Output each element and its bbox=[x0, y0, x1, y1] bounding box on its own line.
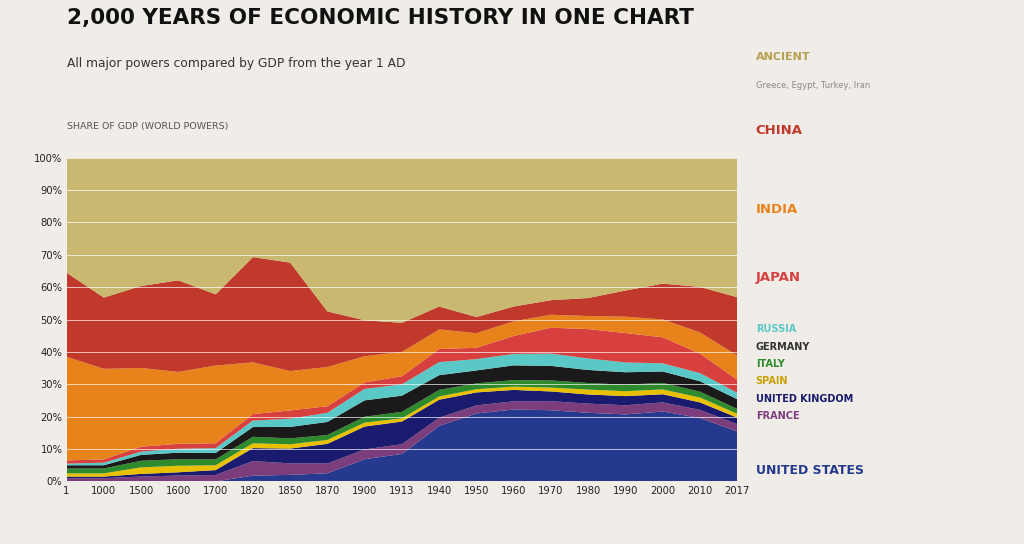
Text: FRANCE: FRANCE bbox=[756, 411, 800, 421]
Text: SHARE OF GDP (WORLD POWERS): SHARE OF GDP (WORLD POWERS) bbox=[67, 122, 228, 132]
Text: JAPAN: JAPAN bbox=[756, 271, 801, 284]
Text: CHINA: CHINA bbox=[756, 124, 803, 137]
Text: RUSSIA: RUSSIA bbox=[756, 324, 796, 334]
Text: UNITED KINGDOM: UNITED KINGDOM bbox=[756, 394, 853, 404]
Text: All major powers compared by GDP from the year 1 AD: All major powers compared by GDP from th… bbox=[67, 57, 406, 70]
Text: UNITED STATES: UNITED STATES bbox=[756, 464, 863, 477]
Text: SPAIN: SPAIN bbox=[756, 376, 788, 386]
Text: ITALY: ITALY bbox=[756, 359, 784, 369]
Text: Greece, Egypt, Turkey, Iran: Greece, Egypt, Turkey, Iran bbox=[756, 81, 870, 90]
Text: 2,000 YEARS OF ECONOMIC HISTORY IN ONE CHART: 2,000 YEARS OF ECONOMIC HISTORY IN ONE C… bbox=[67, 8, 693, 28]
Text: GERMANY: GERMANY bbox=[756, 342, 810, 351]
Text: INDIA: INDIA bbox=[756, 203, 798, 216]
Text: ANCIENT: ANCIENT bbox=[756, 52, 810, 62]
